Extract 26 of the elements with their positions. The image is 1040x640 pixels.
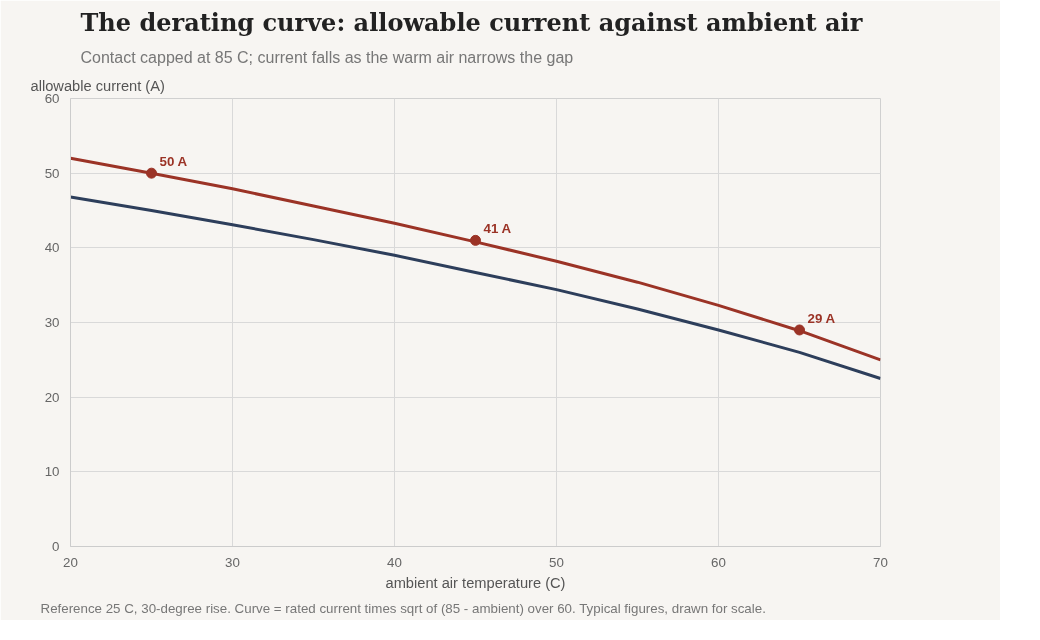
y-axis-title: allowable current (A) — [30, 77, 165, 94]
x-tick-label: 30 — [225, 554, 240, 570]
point — [146, 167, 157, 179]
x-tick-label: 50 — [549, 554, 564, 570]
chart-subtitle: Contact capped at 85 C; current falls as the warm air narrows the gap — [80, 48, 574, 66]
data-label: 41 A — [483, 221, 512, 237]
x-tick-label: 60 — [711, 554, 726, 570]
chart-title: The derating curve: allowable current against ambient air — [80, 7, 863, 37]
line-series — [70, 156, 881, 362]
x-tick-label: 20 — [63, 554, 78, 570]
y-tick-label: 60 — [44, 91, 60, 106]
point — [794, 324, 805, 336]
x-tick-label: 40 — [387, 554, 402, 570]
y-tick-label: 20 — [44, 389, 60, 405]
y-tick-label: 0 — [52, 539, 60, 554]
y-tick-label: 10 — [44, 464, 60, 480]
line-series — [70, 195, 881, 380]
x-tick-label: 70 — [873, 554, 888, 570]
x-axis-title: ambient air temperature (C) — [385, 574, 566, 591]
y-tick-label: 30 — [44, 315, 60, 330]
point — [470, 234, 481, 246]
data-label: 29 A — [807, 310, 836, 326]
y-tick-label: 40 — [44, 240, 60, 256]
text: Reference 25 C, 30-degree rise. Curve = rated current times sqrt of (85 - ambient) over 60. Typical figures, drawn for scale. — [40, 600, 766, 616]
data-label: 50 A — [159, 154, 188, 170]
y-tick-label: 50 — [44, 165, 60, 181]
